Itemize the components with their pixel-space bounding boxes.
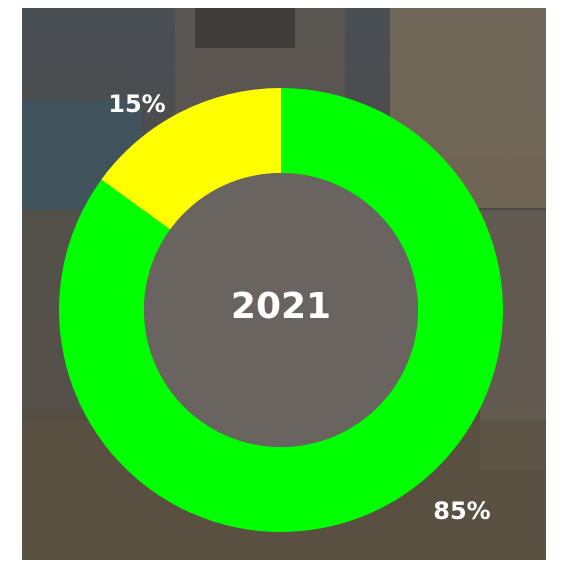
value-label: 85%: [433, 497, 490, 525]
value-label: 15%: [108, 90, 165, 118]
donut-segment: [58, 88, 503, 532]
donut-hole: [144, 173, 418, 447]
donut-segment: [101, 88, 281, 230]
center-label: 2021: [231, 286, 331, 327]
donut: [58, 88, 503, 532]
